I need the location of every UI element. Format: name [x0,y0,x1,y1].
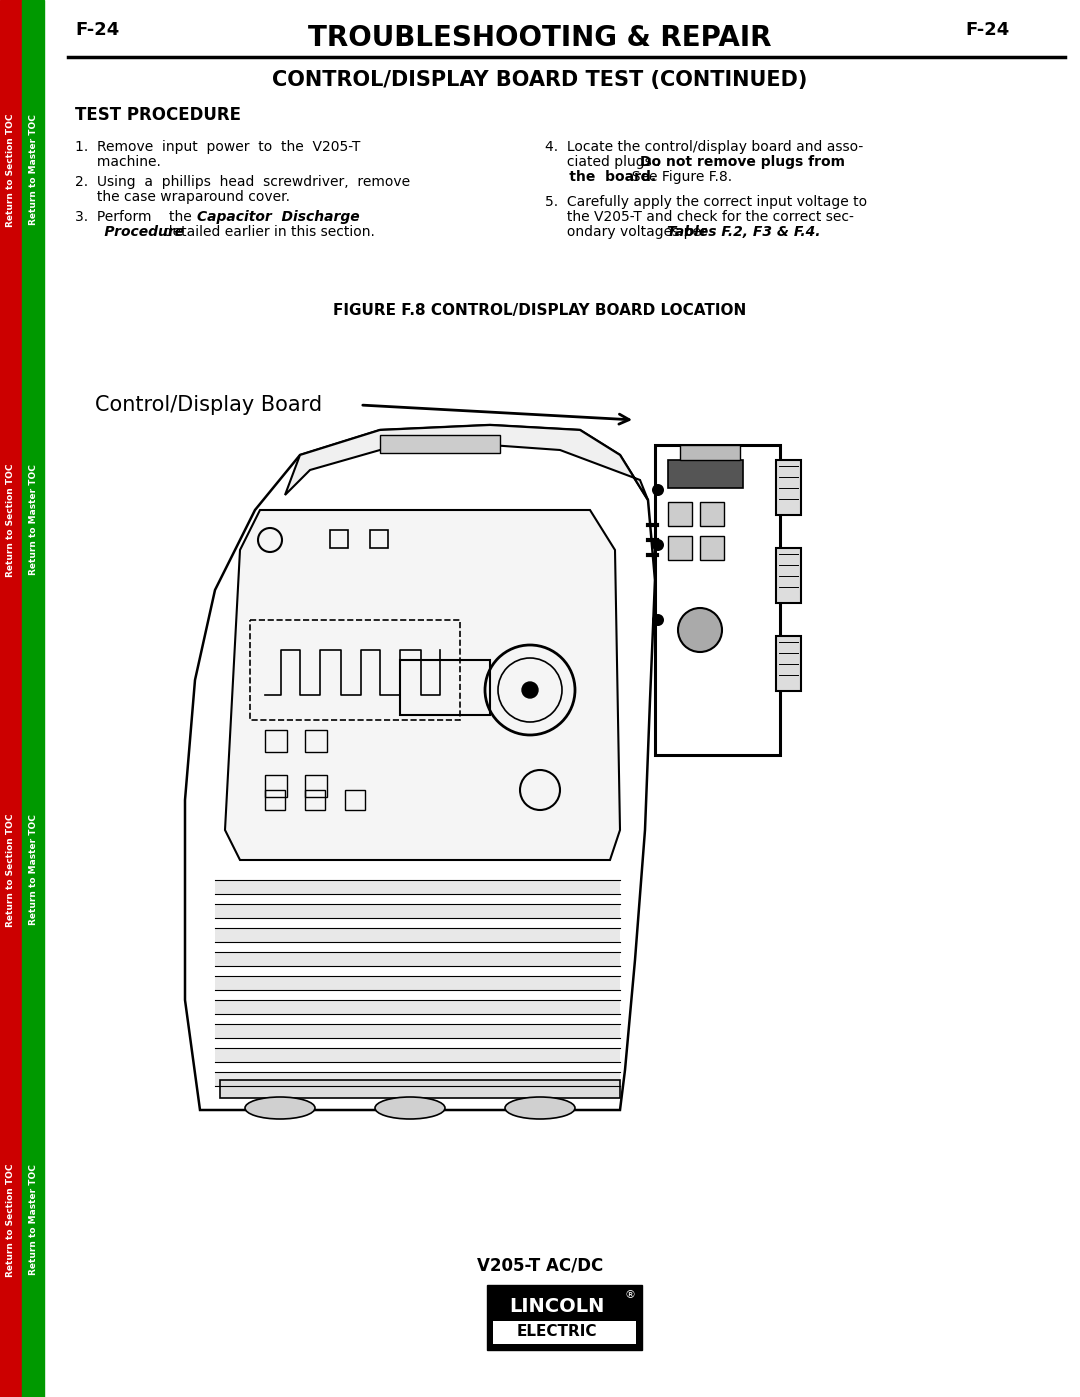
Bar [265,731,287,752]
Bar [700,502,724,527]
Bar [305,775,327,798]
Bar [215,977,620,990]
Bar [400,659,490,715]
Text: Return to Section TOC: Return to Section TOC [6,1164,15,1277]
Polygon shape [225,510,620,861]
Text: ®: ® [624,1289,635,1301]
Text: Return to Master TOC: Return to Master TOC [28,1165,38,1275]
Bar [777,548,801,604]
Text: Tables F.2, F3 & F.4.: Tables F.2, F3 & F.4. [667,225,821,239]
Bar [654,446,780,754]
Bar [215,928,620,942]
Circle shape [678,608,723,652]
Bar [380,434,500,453]
Text: the case wraparound cover.: the case wraparound cover. [75,190,291,204]
Text: LINCOLN: LINCOLN [509,1298,604,1316]
Text: F-24: F-24 [966,21,1010,39]
Polygon shape [285,425,648,500]
Text: machine.: machine. [75,155,161,169]
Text: Return to Section TOC: Return to Section TOC [6,113,15,226]
Bar [492,1322,636,1344]
Bar [777,636,801,692]
Bar [669,536,692,560]
Text: Control/Display Board: Control/Display Board [95,395,322,415]
Bar [669,502,692,527]
Bar [249,620,460,719]
Text: TEST PROCEDURE: TEST PROCEDURE [75,106,241,124]
Text: CONTROL/DISPLAY BOARD TEST (CONTINUED): CONTROL/DISPLAY BOARD TEST (CONTINUED) [272,70,808,89]
Bar [265,789,285,810]
Text: FIGURE F.8 CONTROL/DISPLAY BOARD LOCATION: FIGURE F.8 CONTROL/DISPLAY BOARD LOCATIO… [334,303,746,317]
Bar [215,1048,620,1062]
Text: 3.  Perform    the: 3. Perform the [75,210,201,224]
Text: the  board.: the board. [545,170,657,184]
Circle shape [652,539,664,550]
Text: V205-T AC/DC: V205-T AC/DC [477,1256,603,1274]
Text: the V205-T and check for the correct sec-: the V205-T and check for the correct sec… [545,210,854,224]
Text: Procedure: Procedure [80,225,184,239]
Bar [680,446,740,460]
Bar [305,731,327,752]
Bar [345,789,365,810]
Text: ciated plugs .: ciated plugs . [545,155,670,169]
Text: 4.  Locate the control/display board and asso-: 4. Locate the control/display board and … [545,140,863,154]
Bar [22,0,44,1397]
Bar [215,951,620,965]
Bar [330,529,348,548]
Bar [487,1285,642,1350]
Text: Return to Master TOC: Return to Master TOC [28,115,38,225]
Bar [265,775,287,798]
Text: ELECTRIC: ELECTRIC [516,1324,597,1340]
Bar [220,1080,620,1098]
Text: Do not remove plugs from: Do not remove plugs from [640,155,845,169]
Ellipse shape [245,1097,315,1119]
Text: See Figure F.8.: See Figure F.8. [623,170,732,184]
Text: Return to Master TOC: Return to Master TOC [28,465,38,576]
Text: 2.  Using  a  phillips  head  screwdriver,  remove: 2. Using a phillips head screwdriver, re… [75,175,410,189]
Text: Return to Section TOC: Return to Section TOC [6,813,15,926]
Bar [669,460,743,488]
Bar [370,529,388,548]
Text: ondary voltages per: ondary voltages per [545,225,711,239]
Circle shape [652,615,664,626]
Bar [305,789,325,810]
Text: detailed earlier in this section.: detailed earlier in this section. [156,225,375,239]
Ellipse shape [505,1097,575,1119]
Bar [215,1024,620,1038]
Circle shape [652,483,664,496]
Text: F-24: F-24 [75,21,119,39]
Bar [215,1071,620,1085]
Bar [700,536,724,560]
Text: Capacitor  Discharge: Capacitor Discharge [197,210,360,224]
Bar [0,0,22,1397]
Text: TROUBLESHOOTING & REPAIR: TROUBLESHOOTING & REPAIR [308,24,772,52]
Ellipse shape [375,1097,445,1119]
Bar [215,1000,620,1014]
Text: 1.  Remove  input  power  to  the  V205-T: 1. Remove input power to the V205-T [75,140,361,154]
Bar [215,904,620,918]
Circle shape [522,682,538,698]
Text: 5.  Carefully apply the correct input voltage to: 5. Carefully apply the correct input vol… [545,196,867,210]
Polygon shape [185,425,654,1111]
Text: Return to Master TOC: Return to Master TOC [28,814,38,925]
Bar [215,880,620,894]
Text: Return to Section TOC: Return to Section TOC [6,464,15,577]
Bar [777,460,801,515]
